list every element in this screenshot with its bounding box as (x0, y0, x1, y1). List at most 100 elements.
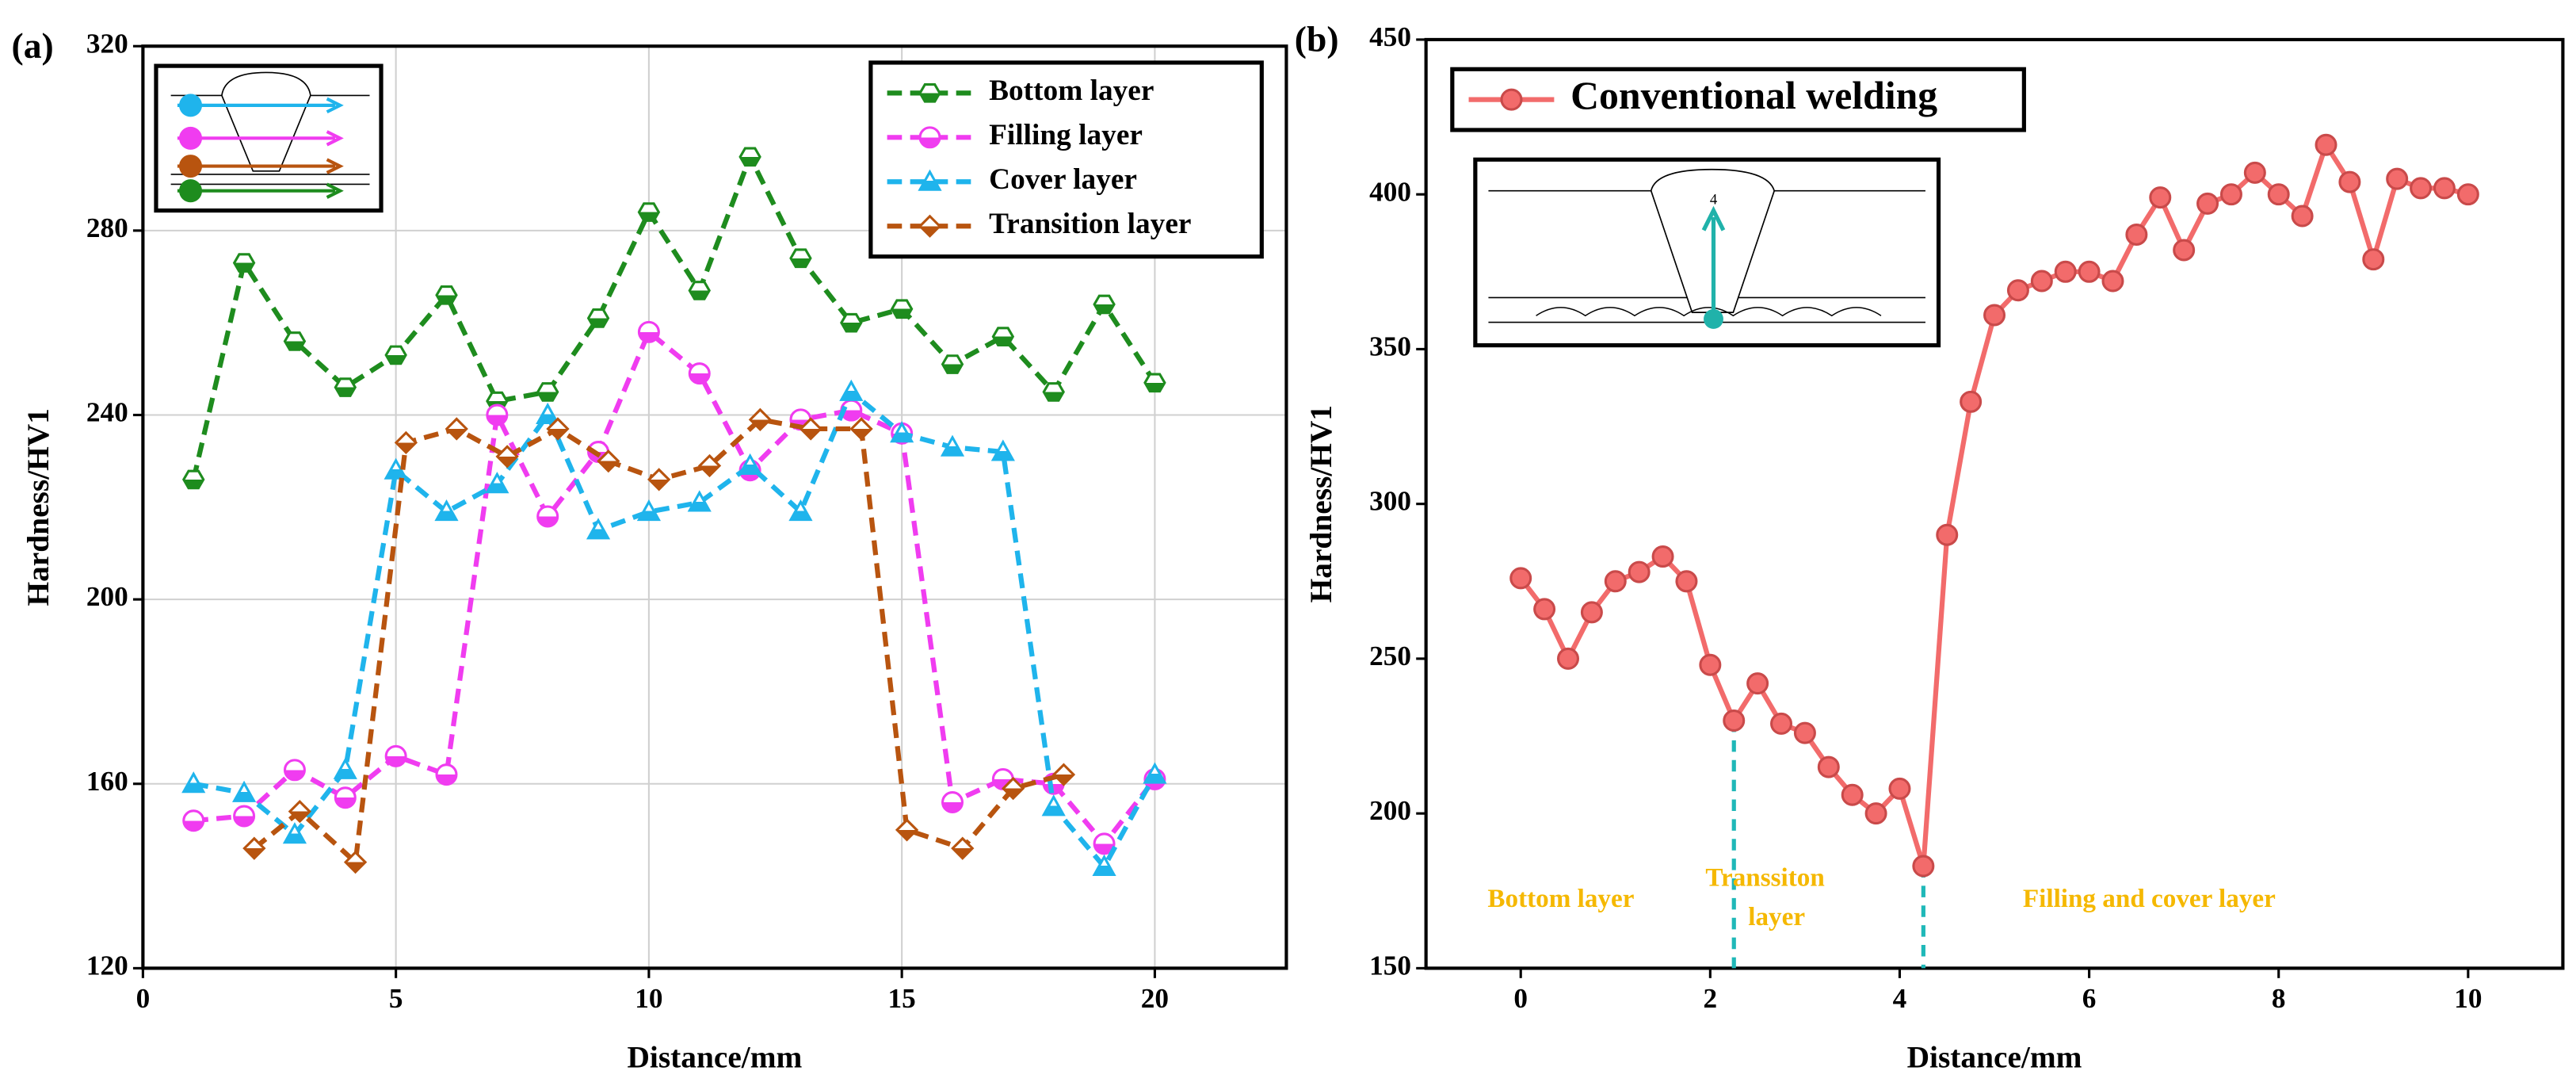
legend-label: Transition layer (989, 208, 1191, 240)
marker (384, 345, 407, 365)
marker (2173, 239, 2196, 262)
x-tick-label: 20 (1141, 983, 1169, 1014)
marker (1699, 653, 1722, 676)
marker (288, 800, 311, 824)
y-tick-label: 160 (86, 766, 128, 797)
x-tick-label: 10 (635, 983, 662, 1014)
inset-arrow (177, 130, 344, 147)
marker (334, 377, 357, 397)
marker (788, 499, 813, 522)
marker (2267, 183, 2290, 206)
inset-dot (178, 126, 203, 150)
marker (688, 281, 711, 300)
inset-arrow (1701, 205, 1726, 316)
marker (1983, 304, 2006, 327)
marker (586, 518, 611, 540)
marker (485, 472, 509, 494)
marker (1500, 88, 1523, 111)
marker (283, 759, 306, 782)
plot-frame (141, 44, 1288, 970)
marker (343, 850, 368, 874)
marker (840, 399, 863, 422)
marker (1936, 523, 1959, 546)
marker (435, 763, 458, 786)
marker (435, 285, 458, 305)
marker (1817, 755, 1840, 778)
marker (840, 312, 863, 333)
y-tick-label: 240 (86, 397, 128, 428)
marker (2433, 177, 2456, 200)
series-line (193, 388, 1158, 871)
marker (1651, 545, 1674, 568)
plot-frame (1424, 37, 2565, 970)
marker (2291, 205, 2314, 228)
marker (1093, 294, 1116, 315)
inset-dot (178, 155, 203, 178)
y-tick-label: 450 (1369, 21, 1411, 52)
marker (895, 818, 919, 842)
marker (2149, 186, 2172, 209)
marker (1143, 373, 1166, 393)
marker (181, 771, 206, 794)
inset-arrow (177, 97, 344, 114)
marker (890, 421, 914, 443)
marker (1051, 763, 1076, 786)
marker (1143, 762, 1167, 784)
marker (941, 791, 964, 814)
marker (1604, 570, 1627, 593)
y-tick-label: 250 (1369, 641, 1411, 671)
marker (918, 83, 941, 103)
marker (546, 417, 570, 441)
marker (2030, 270, 2053, 293)
inset-arrow (177, 182, 344, 199)
marker (2054, 260, 2077, 283)
marker (1841, 783, 1864, 806)
annotation-line: layer (1748, 902, 1805, 931)
marker (1746, 672, 1769, 695)
marker (384, 744, 407, 767)
marker (181, 469, 205, 490)
x-tick-label: 6 (2082, 983, 2097, 1014)
marker (1093, 832, 1116, 855)
marker (1557, 647, 1579, 670)
marker (486, 403, 509, 426)
series-line (193, 327, 1157, 848)
marker (1628, 560, 1651, 583)
marker (637, 320, 660, 343)
marker (2243, 161, 2266, 184)
legend-label: Bottom layer (989, 75, 1154, 107)
marker (495, 445, 519, 469)
inset-beads (1536, 307, 1882, 317)
marker (1960, 390, 1983, 413)
marker (990, 439, 1015, 461)
legend-label: Cover layer (989, 163, 1137, 196)
x-tick-label: 0 (1513, 983, 1528, 1014)
marker (918, 169, 942, 191)
x-tick-label: 4 (1893, 983, 1907, 1014)
marker (940, 434, 965, 457)
inset-arrow (177, 158, 344, 174)
marker (1864, 802, 1887, 825)
marker (597, 449, 620, 473)
marker (951, 836, 975, 860)
marker (789, 248, 812, 269)
marker (586, 308, 610, 328)
inset-dot (1704, 308, 1723, 329)
marker (2362, 248, 2385, 271)
marker (2219, 183, 2242, 206)
marker (536, 382, 559, 402)
annotation-line: Transsiton (1705, 862, 1824, 892)
marker (1723, 709, 1746, 732)
y-tick-label: 400 (1369, 176, 1411, 207)
inset-b: 4 (1473, 157, 1941, 348)
marker (242, 836, 266, 860)
marker (333, 757, 357, 779)
marker (1793, 721, 1816, 744)
marker (1888, 777, 1911, 800)
marker (536, 505, 559, 528)
annotation: Bottom layer (1487, 884, 1634, 913)
marker (688, 362, 711, 385)
marker (738, 453, 762, 475)
marker (918, 126, 941, 149)
